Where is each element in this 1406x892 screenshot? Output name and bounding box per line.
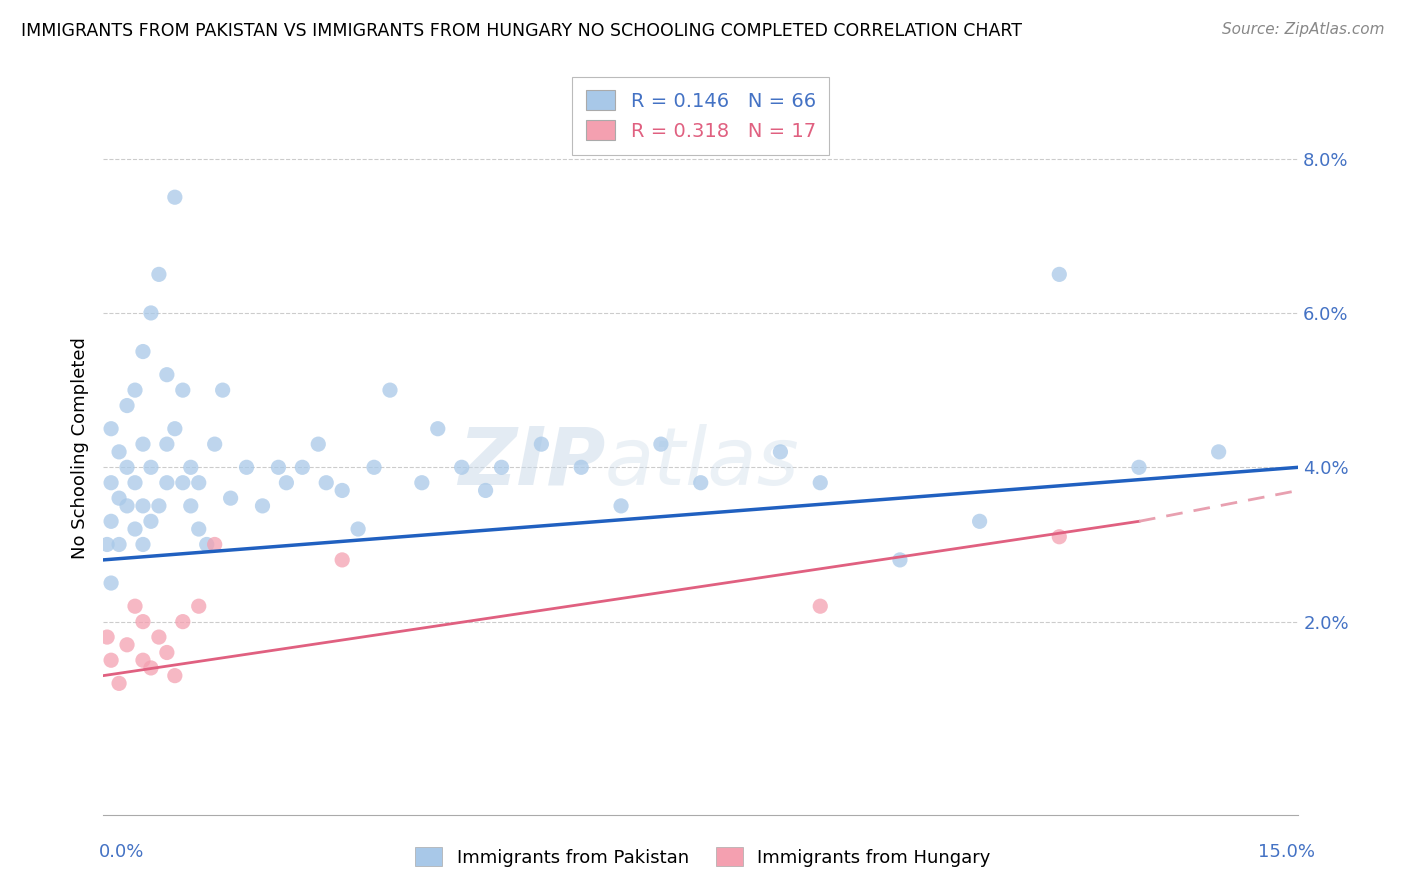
Point [235, 460, 257, 475]
Point [769, 445, 792, 459]
Text: 15.0%: 15.0% [1257, 843, 1315, 861]
Point [108, 491, 131, 505]
Point [889, 553, 911, 567]
Point [172, 475, 194, 490]
Point [132, 653, 155, 667]
Point [267, 460, 290, 475]
Point [276, 475, 298, 490]
Point [808, 599, 831, 614]
Point [100, 422, 122, 436]
Point [689, 475, 711, 490]
Text: 0.0%: 0.0% [98, 843, 143, 861]
Point [124, 475, 146, 490]
Point [96, 537, 118, 551]
Point [139, 306, 162, 320]
Point [108, 537, 131, 551]
Point [96, 630, 118, 644]
Point [363, 460, 385, 475]
Text: Source: ZipAtlas.com: Source: ZipAtlas.com [1222, 22, 1385, 37]
Point [1208, 445, 1230, 459]
Point [132, 499, 155, 513]
Point [1047, 530, 1070, 544]
Point [163, 190, 186, 204]
Point [115, 399, 138, 413]
Point [124, 599, 146, 614]
Point [132, 344, 155, 359]
Point [100, 475, 122, 490]
Point [204, 537, 226, 551]
Point [347, 522, 370, 536]
Legend: R = 0.146   N = 66, R = 0.318   N = 17: R = 0.146 N = 66, R = 0.318 N = 17 [572, 77, 830, 154]
Point [187, 599, 209, 614]
Point [180, 499, 202, 513]
Point [139, 514, 162, 528]
Point [115, 460, 138, 475]
Point [426, 422, 449, 436]
Point [115, 499, 138, 513]
Point [148, 268, 170, 282]
Text: ZIP: ZIP [458, 424, 605, 501]
Point [307, 437, 329, 451]
Point [156, 368, 179, 382]
Point [530, 437, 553, 451]
Point [156, 475, 179, 490]
Point [330, 553, 353, 567]
Point [172, 383, 194, 397]
Point [124, 522, 146, 536]
Point [291, 460, 314, 475]
Point [100, 514, 122, 528]
Point [108, 445, 131, 459]
Point [569, 460, 592, 475]
Point [969, 514, 991, 528]
Point [1047, 268, 1070, 282]
Point [163, 668, 186, 682]
Point [100, 653, 122, 667]
Point [195, 537, 218, 551]
Point [156, 437, 179, 451]
Point [100, 576, 122, 591]
Point [139, 460, 162, 475]
Point [252, 499, 274, 513]
Point [132, 615, 155, 629]
Point [610, 499, 633, 513]
Point [474, 483, 496, 498]
Point [491, 460, 513, 475]
Point [132, 537, 155, 551]
Text: atlas: atlas [605, 424, 800, 501]
Point [108, 676, 131, 690]
Point [450, 460, 472, 475]
Point [124, 383, 146, 397]
Point [808, 475, 831, 490]
Point [411, 475, 433, 490]
Point [148, 630, 170, 644]
Point [1128, 460, 1150, 475]
Point [650, 437, 672, 451]
Point [330, 483, 353, 498]
Point [211, 383, 233, 397]
Legend: Immigrants from Pakistan, Immigrants from Hungary: Immigrants from Pakistan, Immigrants fro… [408, 840, 998, 874]
Point [132, 437, 155, 451]
Point [204, 437, 226, 451]
Point [219, 491, 242, 505]
Point [139, 661, 162, 675]
Point [115, 638, 138, 652]
Point [315, 475, 337, 490]
Point [156, 646, 179, 660]
Point [187, 522, 209, 536]
Y-axis label: No Schooling Completed: No Schooling Completed [72, 337, 89, 559]
Point [148, 499, 170, 513]
Text: IMMIGRANTS FROM PAKISTAN VS IMMIGRANTS FROM HUNGARY NO SCHOOLING COMPLETED CORRE: IMMIGRANTS FROM PAKISTAN VS IMMIGRANTS F… [21, 22, 1022, 40]
Point [163, 422, 186, 436]
Point [180, 460, 202, 475]
Point [378, 383, 401, 397]
Point [187, 475, 209, 490]
Point [172, 615, 194, 629]
